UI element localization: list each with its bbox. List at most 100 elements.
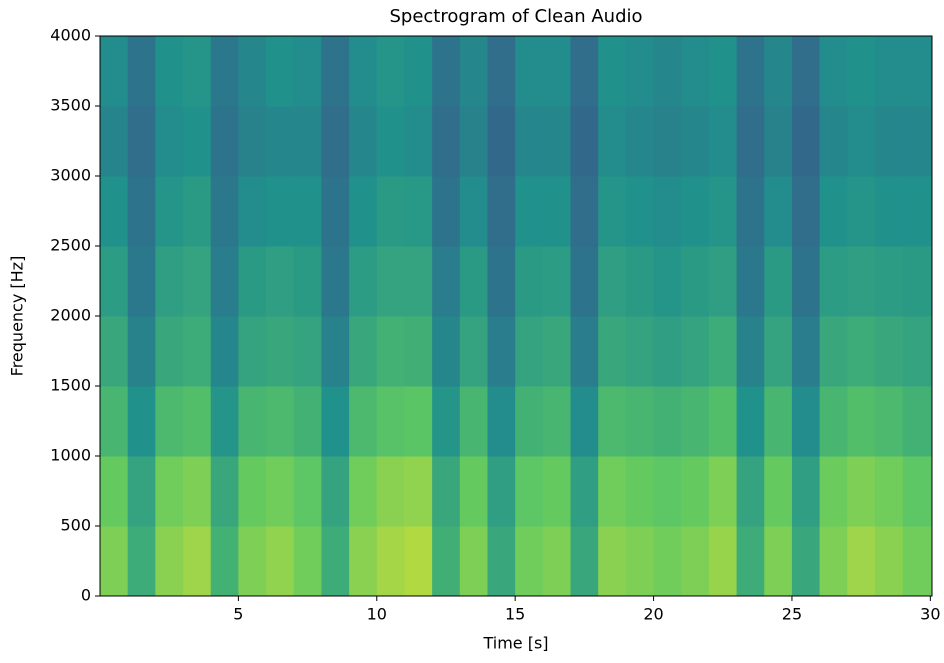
spectrogram-cell	[321, 526, 350, 597]
spectrogram-cell	[570, 106, 599, 177]
spectrogram-cell	[902, 526, 933, 597]
spectrogram-cell	[266, 456, 295, 527]
spectrogram-cell	[238, 176, 267, 247]
spectrogram-cell	[210, 456, 239, 527]
spectrogram-cell	[625, 386, 655, 457]
spectrogram-cell	[902, 36, 933, 107]
spectrogram-cell	[570, 456, 599, 527]
spectrogram-cell	[321, 456, 350, 527]
spectrogram-cell	[847, 246, 876, 317]
spectrogram-cell	[515, 246, 544, 317]
spectrogram-cell	[293, 386, 322, 457]
spectrogram-cell	[791, 386, 821, 457]
spectrogram-cell	[487, 456, 516, 527]
spectrogram-cell	[902, 106, 933, 177]
spectrogram-cell	[847, 386, 876, 457]
spectrogram-cell	[210, 246, 239, 317]
spectrogram-cell	[653, 386, 682, 457]
y-tick-label: 2000	[50, 306, 91, 325]
spectrogram-cell	[100, 456, 129, 527]
spectrogram-cell	[349, 36, 378, 107]
spectrogram-cell	[293, 36, 322, 107]
spectrogram-cell	[376, 316, 405, 387]
spectrogram-cell	[874, 316, 904, 387]
spectrogram-cell	[349, 176, 378, 247]
spectrogram-cell	[847, 456, 876, 527]
spectrogram-cell	[376, 106, 405, 177]
y-tick-label: 0	[81, 586, 91, 605]
spectrogram-cell	[653, 36, 682, 107]
spectrogram-cell	[321, 316, 350, 387]
spectrogram-cell	[459, 106, 488, 177]
y-tick-label: 500	[60, 516, 91, 535]
spectrogram-cell	[708, 316, 738, 387]
y-tick-label: 1500	[50, 376, 91, 395]
spectrogram-cell	[459, 316, 488, 387]
spectrogram-cell	[874, 176, 904, 247]
spectrogram-cell	[681, 36, 710, 107]
spectrogram-cell	[819, 176, 848, 247]
spectrogram-cell	[764, 36, 793, 107]
x-tick-label: 10	[367, 605, 387, 624]
heatmap	[100, 36, 933, 597]
spectrogram-cell	[376, 246, 405, 317]
spectrogram-cell	[266, 176, 295, 247]
spectrogram-cell	[183, 176, 212, 247]
spectrogram-cell	[764, 106, 793, 177]
spectrogram-cell	[819, 316, 848, 387]
spectrogram-cell	[487, 386, 516, 457]
spectrogram-cell	[487, 176, 516, 247]
spectrogram-cell	[432, 316, 461, 387]
spectrogram-cell	[764, 176, 793, 247]
spectrogram-cell	[183, 36, 212, 107]
spectrogram-cell	[404, 526, 433, 597]
spectrogram-cell	[708, 36, 738, 107]
spectrogram-cell	[293, 456, 322, 527]
spectrogram-cell	[653, 176, 682, 247]
spectrogram-cell	[902, 246, 933, 317]
spectrogram-cell	[902, 176, 933, 247]
spectrogram-cell	[349, 316, 378, 387]
spectrogram-cell	[459, 526, 488, 597]
spectrogram-cell	[127, 526, 156, 597]
spectrogram-cell	[127, 386, 156, 457]
spectrogram-cell	[736, 386, 765, 457]
spectrogram-cell	[349, 386, 378, 457]
spectrogram-cell	[210, 526, 239, 597]
spectrogram-cell	[542, 176, 572, 247]
spectrogram-cell	[819, 386, 848, 457]
spectrogram-cell	[819, 456, 848, 527]
spectrogram-cell	[238, 526, 267, 597]
spectrogram-cell	[293, 526, 322, 597]
spectrogram-cell	[791, 106, 821, 177]
spectrogram-cell	[625, 526, 655, 597]
x-tick-label: 30	[920, 605, 940, 624]
spectrogram-cell	[404, 456, 433, 527]
spectrogram-cell	[653, 106, 682, 177]
spectrogram-cell	[183, 526, 212, 597]
spectrogram-cell	[570, 36, 599, 107]
spectrogram-cell	[293, 246, 322, 317]
spectrogram-cell	[266, 246, 295, 317]
spectrogram-cell	[598, 456, 627, 527]
spectrogram-cell	[598, 246, 627, 317]
spectrogram-cell	[432, 456, 461, 527]
spectrogram-cell	[515, 106, 544, 177]
spectrogram-cell	[791, 456, 821, 527]
spectrogram-cell	[542, 36, 572, 107]
x-tick-label: 5	[233, 605, 243, 624]
spectrogram-cell	[432, 246, 461, 317]
spectrogram-cell	[681, 106, 710, 177]
spectrogram-cell	[764, 316, 793, 387]
spectrogram-cell	[515, 36, 544, 107]
spectrogram-cell	[625, 176, 655, 247]
x-tick-label: 20	[643, 605, 663, 624]
spectrogram-cell	[376, 386, 405, 457]
spectrogram-cell	[349, 456, 378, 527]
spectrogram-cell	[266, 36, 295, 107]
spectrogram-cell	[293, 106, 322, 177]
spectrogram-cell	[155, 456, 184, 527]
spectrogram-cell	[487, 526, 516, 597]
spectrogram-cell	[349, 246, 378, 317]
